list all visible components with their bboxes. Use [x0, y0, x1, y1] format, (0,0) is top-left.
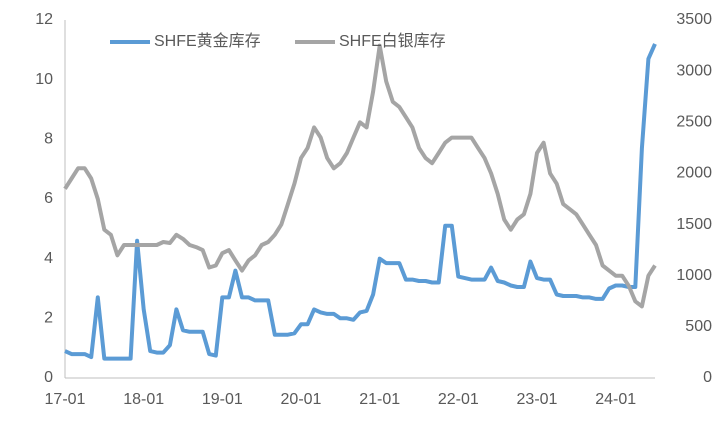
x-tick-label: 18-01 [123, 391, 164, 408]
y-tick-label: 6 [44, 190, 53, 207]
x-tick-label: 21-01 [359, 391, 400, 408]
x-tick-label: 20-01 [281, 391, 322, 408]
y2-tick-label: 3000 [676, 62, 712, 79]
series-line [63, 43, 657, 309]
x-tick-label: 23-01 [517, 391, 558, 408]
x-tick-label: 22-01 [438, 391, 479, 408]
y2-tick-label: 1000 [676, 267, 712, 284]
y-tick-label: 10 [35, 71, 53, 88]
y-tick-label: 4 [44, 250, 53, 267]
legend-label: SHFE白银库存 [339, 32, 446, 50]
y-tick-label: 0 [44, 369, 53, 386]
y2-tick-label: 2000 [676, 165, 712, 182]
y2-tick-label: 1500 [676, 216, 712, 233]
y-tick-label: 2 [44, 310, 53, 327]
y2-tick-label: 2500 [676, 114, 712, 131]
y-tick-label: 8 [44, 131, 53, 148]
x-tick-label: 19-01 [202, 391, 243, 408]
x-tick-label: 17-01 [45, 391, 86, 408]
y2-tick-label: 500 [685, 318, 712, 335]
y2-tick-label: 3500 [676, 11, 712, 28]
legend-label: SHFE黄金库存 [154, 32, 261, 50]
y-tick-label: 12 [35, 11, 53, 28]
y2-tick-label: 0 [703, 369, 712, 386]
x-tick-label: 24-01 [595, 391, 636, 408]
series-line [64, 43, 657, 361]
